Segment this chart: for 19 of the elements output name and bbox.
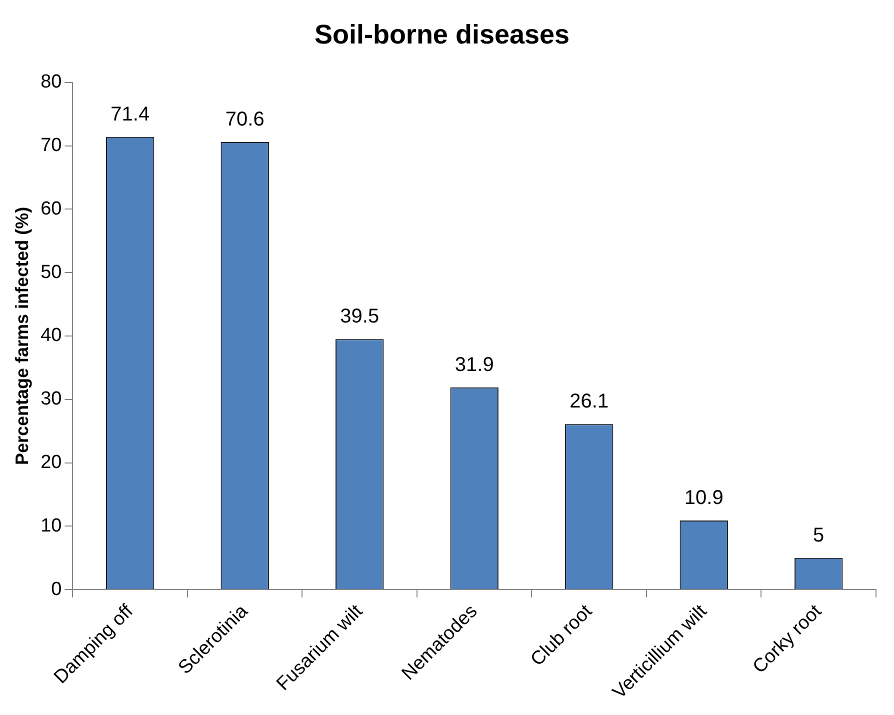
data-label: 71.4 [110, 103, 150, 126]
y-tick-label: 80 [40, 72, 62, 93]
data-label: 31.9 [454, 354, 494, 376]
y-tick-label: 70 [40, 135, 62, 156]
y-axis-title: Percentage farms infected (%) [12, 206, 32, 466]
data-label: 5 [813, 524, 824, 546]
y-tick-label: 20 [40, 452, 62, 473]
y-tick-label: 0 [51, 578, 62, 600]
data-label: 10.9 [684, 486, 724, 509]
x-tick-label: Club root [526, 600, 597, 670]
y-tick-label: 30 [40, 388, 62, 410]
data-label: 26.1 [570, 390, 609, 413]
data-label: 70.6 [225, 108, 264, 131]
y-tick-label: 40 [40, 325, 62, 346]
data-label: 39.5 [340, 306, 380, 328]
chart-title: Soil-borne diseases [314, 20, 570, 50]
y-tick-label: 50 [40, 262, 62, 283]
y-tick-label: 60 [40, 198, 62, 220]
y-tick-label: 10 [40, 515, 62, 536]
